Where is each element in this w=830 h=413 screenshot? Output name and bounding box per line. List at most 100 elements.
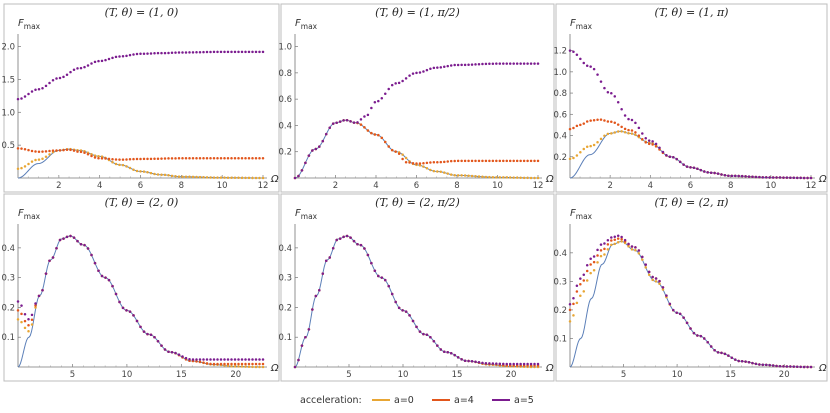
data-point [240, 358, 244, 361]
data-point [23, 148, 27, 151]
data-point [93, 60, 97, 64]
data-point [401, 157, 404, 161]
data-point [251, 365, 254, 369]
data-point [453, 63, 456, 67]
data-point [606, 248, 610, 251]
data-point [443, 65, 446, 69]
data-point [568, 320, 572, 323]
data-point [97, 155, 100, 158]
data-point [230, 362, 233, 366]
data-point [184, 175, 188, 178]
data-point [453, 159, 456, 163]
data-point [401, 79, 404, 83]
data-point [533, 159, 536, 163]
data-point [146, 171, 149, 174]
panel-title: (T, θ) = (2, π/2) [375, 196, 460, 209]
data-point [678, 160, 682, 164]
data-point [682, 316, 685, 319]
data-point [97, 269, 100, 272]
data-point [734, 174, 737, 178]
data-point [716, 172, 720, 175]
data-point [258, 365, 261, 369]
data-point [610, 132, 613, 135]
y-axis-label: Fmax [570, 208, 593, 221]
data-point [20, 304, 23, 307]
data-point [23, 95, 27, 98]
x-axis-label: Ω [545, 174, 554, 185]
data-point [630, 132, 634, 135]
data-point [575, 290, 579, 293]
y-tick-label: 1.0 [1, 108, 15, 118]
data-point [69, 234, 72, 238]
data-point [244, 362, 247, 366]
data-point [198, 360, 202, 364]
data-point [806, 176, 809, 180]
data-point [384, 92, 387, 96]
data-point [90, 253, 93, 257]
data-point [258, 50, 261, 54]
data-point [244, 176, 247, 180]
data-point [188, 51, 191, 54]
data-point [439, 170, 443, 174]
data-point [730, 174, 734, 178]
data-point [356, 242, 359, 246]
data-point [723, 174, 727, 177]
data-point [261, 176, 265, 180]
data-point [23, 165, 27, 168]
data-point [418, 162, 422, 165]
data-point [470, 360, 474, 363]
data-point [616, 130, 620, 133]
data-point [603, 86, 606, 90]
data-point [314, 147, 318, 151]
data-point [324, 132, 328, 136]
data-point [219, 176, 223, 179]
data-point [709, 171, 713, 174]
series-line-reference [294, 119, 538, 179]
data-point [802, 176, 806, 180]
data-point [16, 147, 20, 150]
data-point [589, 271, 592, 275]
data-point [754, 175, 758, 179]
data-point [446, 172, 449, 175]
data-point [209, 362, 212, 366]
data-point [641, 132, 644, 135]
data-point [529, 159, 533, 163]
data-point [616, 234, 620, 237]
series-line-reference [569, 240, 811, 368]
x-tick-label: 2 [607, 181, 612, 191]
data-point [380, 276, 384, 279]
data-point [30, 160, 34, 163]
data-point [153, 335, 156, 339]
data-point [616, 101, 620, 104]
y-tick-label: 0.4 [278, 121, 292, 131]
data-point [394, 150, 397, 153]
data-point [363, 126, 366, 129]
data-point [761, 363, 765, 366]
data-point [620, 240, 623, 243]
data-point [328, 256, 331, 259]
data-point [58, 238, 62, 242]
data-point [146, 332, 149, 336]
data-point [616, 241, 620, 244]
data-point [177, 157, 181, 160]
data-point [637, 252, 641, 255]
data-point [209, 358, 212, 361]
data-point [502, 159, 505, 163]
data-point [223, 176, 226, 179]
data-point [795, 365, 799, 369]
data-point [436, 160, 439, 164]
data-point [111, 161, 114, 164]
data-point [502, 362, 505, 366]
data-point [651, 275, 654, 279]
data-point [491, 159, 495, 163]
data-point [443, 171, 446, 174]
data-point [37, 158, 41, 161]
data-point [627, 117, 630, 121]
data-point [519, 176, 522, 179]
data-point [425, 333, 429, 336]
y-axis-label-sub: max [24, 212, 41, 221]
data-point [212, 362, 216, 366]
data-point [293, 176, 297, 180]
panel-4: (T, θ) = (2, 0) Fmax Ω 5 10 15 20 0.1 0.2 0.3 0.4 [1, 193, 280, 382]
data-point [675, 311, 678, 314]
